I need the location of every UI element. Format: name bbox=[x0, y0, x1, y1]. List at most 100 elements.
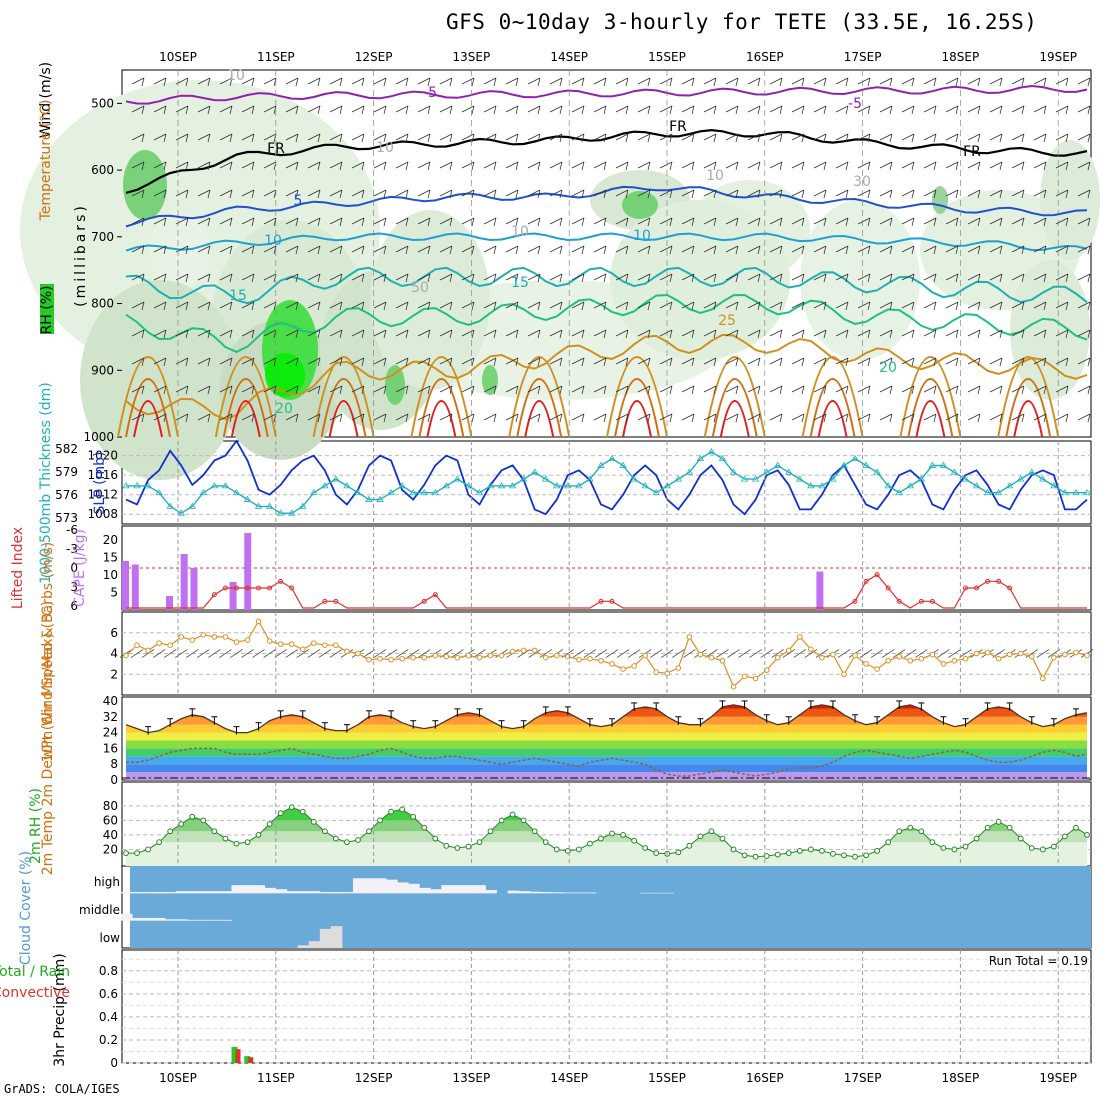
wind-barb-flag bbox=[823, 77, 827, 87]
wind-barb-flag bbox=[537, 77, 541, 87]
wind-barb-flag bbox=[999, 385, 1003, 395]
wind-speed-point bbox=[686, 634, 693, 640]
wind-speed-point bbox=[1040, 675, 1046, 682]
wind-barb bbox=[1011, 77, 1025, 85]
wind-barb bbox=[747, 273, 761, 281]
cloud-high-bar bbox=[463, 885, 475, 894]
wind-barb bbox=[725, 133, 739, 141]
wind-barb-flag bbox=[1043, 357, 1047, 367]
thickness-point bbox=[1005, 482, 1014, 489]
wind-barb bbox=[417, 217, 431, 225]
wind-barb bbox=[615, 245, 629, 253]
isotherm-line bbox=[125, 128, 1088, 194]
wind-barb-10m bbox=[915, 649, 928, 658]
wind-barb-flag bbox=[163, 105, 167, 115]
wind-barb-flag bbox=[823, 105, 827, 115]
contour-label: 15 bbox=[511, 275, 529, 291]
wind-barb bbox=[131, 357, 145, 365]
thickness-point bbox=[641, 482, 649, 489]
rh-point bbox=[542, 839, 549, 846]
precip-convective-legend: Convective bbox=[0, 985, 70, 1001]
wind-barb bbox=[351, 413, 365, 421]
wind-barb bbox=[417, 161, 431, 169]
rh-legend-label: RH (%) bbox=[39, 286, 55, 335]
wind-barb bbox=[879, 161, 893, 169]
wind-barb-flag bbox=[581, 189, 585, 199]
wind-barb bbox=[703, 161, 717, 169]
wind-barb bbox=[307, 301, 321, 309]
wind-barb bbox=[879, 245, 893, 253]
wind-barb bbox=[197, 105, 211, 113]
wind-barb-flag bbox=[229, 301, 233, 311]
thickness-point bbox=[785, 468, 793, 475]
wind-barb-flag bbox=[383, 77, 387, 87]
wind-barb bbox=[901, 217, 915, 225]
cloud-low-bar bbox=[330, 926, 343, 948]
thickness-point bbox=[851, 454, 859, 462]
wind-barb-flag bbox=[185, 245, 189, 255]
wind-barb-flag bbox=[273, 385, 277, 395]
wind-barb-flag bbox=[1043, 77, 1047, 87]
wind-barb bbox=[175, 301, 189, 309]
wind-barb bbox=[571, 189, 585, 197]
contour-label: -5 bbox=[423, 85, 437, 101]
wind-barb bbox=[263, 133, 277, 141]
rh-point bbox=[951, 846, 958, 853]
wind-barb bbox=[1055, 161, 1069, 169]
surface-heat-contour bbox=[125, 378, 171, 438]
wind-speed-point bbox=[333, 642, 339, 649]
thickness-point bbox=[332, 475, 340, 482]
wind-barb bbox=[395, 161, 409, 169]
wind-barb bbox=[285, 273, 299, 281]
thickness-point bbox=[144, 482, 152, 489]
thickness-point bbox=[807, 482, 815, 489]
wind-barb bbox=[1077, 385, 1091, 393]
rh-point bbox=[631, 837, 638, 844]
wind-barb bbox=[483, 413, 497, 421]
wind-barb-flag bbox=[713, 413, 717, 423]
wind-barb bbox=[417, 301, 431, 309]
wind-barb bbox=[659, 273, 673, 281]
wind-barb bbox=[1011, 161, 1025, 169]
wind-barb bbox=[681, 77, 695, 85]
thickness-point bbox=[254, 502, 263, 509]
wind-barb-flag bbox=[999, 413, 1003, 423]
surface-heat-contour bbox=[418, 378, 465, 438]
wind-barb-flag bbox=[955, 217, 959, 227]
wind-barb-flag bbox=[735, 301, 739, 311]
wind-barb bbox=[791, 77, 805, 85]
wind-barb bbox=[857, 273, 871, 281]
wind-barb-flag bbox=[933, 189, 937, 199]
wind-barb bbox=[593, 413, 607, 421]
wind-barb bbox=[725, 217, 739, 225]
wind-barb bbox=[989, 357, 1003, 365]
rh-point bbox=[145, 846, 151, 853]
thickness-point bbox=[420, 488, 428, 496]
rh-point bbox=[344, 839, 350, 846]
wind-barb bbox=[879, 105, 893, 113]
wind-speed-point bbox=[531, 647, 538, 654]
thickness-point bbox=[343, 482, 351, 489]
wind-barb-flag bbox=[427, 133, 431, 143]
wind-barb bbox=[725, 357, 739, 365]
wind-barb-flag bbox=[801, 273, 805, 283]
wind-barb-flag bbox=[405, 77, 409, 87]
wind-barb bbox=[351, 217, 365, 225]
wind-barb-flag bbox=[273, 105, 277, 115]
thickness-point bbox=[972, 482, 981, 489]
wind-barb-10m bbox=[937, 649, 950, 658]
wind-barb-10m bbox=[948, 649, 961, 658]
wind-barb-flag bbox=[471, 133, 475, 143]
wind-barb-flag bbox=[713, 329, 717, 339]
wind-barb-flag bbox=[185, 413, 189, 423]
wind-barb bbox=[945, 77, 959, 85]
wind-speed-point bbox=[454, 654, 461, 661]
rh-point bbox=[321, 828, 328, 835]
wind-barb bbox=[549, 273, 563, 281]
wind-barb-flag bbox=[691, 217, 695, 227]
wind-barb bbox=[703, 217, 717, 225]
wind-barb bbox=[549, 357, 563, 365]
wind-barb bbox=[1077, 413, 1091, 421]
thickness-point bbox=[961, 475, 970, 482]
wind-barb-flag bbox=[647, 385, 651, 395]
